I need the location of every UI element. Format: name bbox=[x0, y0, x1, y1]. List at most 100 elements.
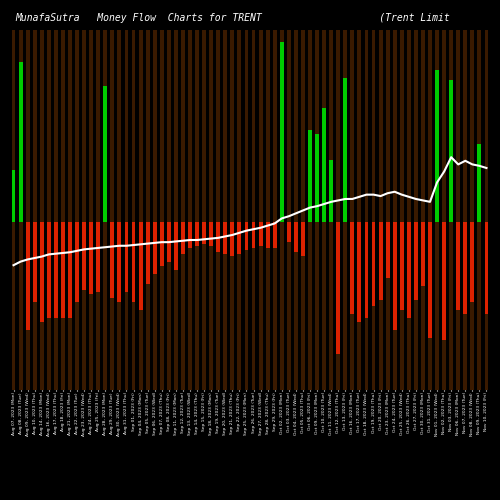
Bar bbox=[18, 62, 22, 222]
Bar bbox=[153, 222, 156, 274]
Bar bbox=[470, 30, 474, 222]
Text: MunafaSutra   Money Flow  Charts for TRENT                    (Trent Limit: MunafaSutra Money Flow Charts for TRENT … bbox=[15, 13, 450, 23]
Bar bbox=[364, 222, 368, 390]
Bar bbox=[336, 222, 340, 390]
Bar bbox=[308, 30, 312, 222]
Bar bbox=[124, 222, 128, 390]
Bar bbox=[124, 222, 128, 292]
Bar bbox=[364, 222, 368, 318]
Bar bbox=[428, 222, 432, 390]
Bar bbox=[96, 30, 100, 222]
Bar bbox=[18, 30, 22, 222]
Bar bbox=[329, 222, 333, 390]
Bar bbox=[470, 222, 474, 390]
Bar bbox=[372, 222, 376, 390]
Bar bbox=[258, 222, 262, 246]
Bar bbox=[378, 222, 382, 390]
Bar bbox=[174, 222, 178, 270]
Bar bbox=[68, 30, 72, 222]
Bar bbox=[358, 30, 362, 222]
Bar bbox=[132, 30, 136, 222]
Bar bbox=[435, 70, 439, 222]
Bar bbox=[188, 222, 192, 390]
Bar bbox=[294, 222, 298, 252]
Bar bbox=[308, 222, 312, 390]
Bar bbox=[308, 130, 312, 222]
Bar bbox=[238, 222, 242, 254]
Bar bbox=[372, 222, 376, 306]
Bar bbox=[449, 222, 453, 390]
Bar bbox=[266, 222, 270, 248]
Bar bbox=[294, 30, 298, 222]
Bar bbox=[174, 222, 178, 390]
Bar bbox=[181, 222, 185, 254]
Bar bbox=[273, 222, 276, 248]
Bar bbox=[322, 222, 326, 390]
Bar bbox=[124, 30, 128, 222]
Bar bbox=[167, 222, 171, 390]
Bar bbox=[386, 222, 390, 390]
Bar bbox=[224, 30, 227, 222]
Bar bbox=[244, 30, 248, 222]
Bar bbox=[230, 222, 234, 390]
Bar bbox=[47, 222, 51, 390]
Bar bbox=[181, 222, 185, 390]
Bar bbox=[386, 222, 390, 278]
Bar bbox=[464, 222, 467, 390]
Bar bbox=[336, 30, 340, 222]
Bar bbox=[273, 30, 276, 222]
Bar bbox=[393, 222, 396, 390]
Bar bbox=[407, 30, 411, 222]
Bar bbox=[82, 30, 86, 222]
Bar bbox=[209, 222, 213, 390]
Bar bbox=[224, 222, 227, 254]
Bar bbox=[378, 222, 382, 300]
Bar bbox=[414, 30, 418, 222]
Bar bbox=[484, 30, 488, 222]
Bar bbox=[393, 30, 396, 222]
Bar bbox=[104, 30, 107, 222]
Bar bbox=[428, 222, 432, 338]
Bar bbox=[181, 30, 185, 222]
Bar bbox=[230, 30, 234, 222]
Bar bbox=[146, 222, 150, 284]
Bar bbox=[287, 222, 291, 390]
Bar bbox=[209, 30, 213, 222]
Bar bbox=[393, 222, 396, 330]
Bar bbox=[442, 222, 446, 390]
Bar bbox=[230, 222, 234, 256]
Bar bbox=[400, 30, 404, 222]
Bar bbox=[344, 78, 347, 222]
Bar bbox=[350, 222, 354, 314]
Bar bbox=[26, 30, 30, 222]
Bar bbox=[238, 30, 242, 222]
Bar bbox=[273, 222, 276, 390]
Bar bbox=[456, 222, 460, 390]
Bar bbox=[12, 170, 16, 222]
Bar bbox=[252, 30, 256, 222]
Bar bbox=[470, 222, 474, 302]
Bar bbox=[89, 222, 93, 390]
Bar bbox=[47, 30, 51, 222]
Bar bbox=[202, 30, 206, 222]
Bar bbox=[40, 222, 43, 322]
Bar bbox=[322, 30, 326, 222]
Bar bbox=[153, 222, 156, 390]
Bar bbox=[202, 222, 206, 390]
Bar bbox=[104, 222, 107, 390]
Bar bbox=[266, 30, 270, 222]
Bar bbox=[153, 30, 156, 222]
Bar bbox=[428, 30, 432, 222]
Bar bbox=[138, 222, 142, 390]
Bar bbox=[350, 222, 354, 390]
Bar bbox=[18, 222, 22, 390]
Bar bbox=[216, 222, 220, 252]
Bar bbox=[252, 222, 256, 248]
Bar bbox=[358, 222, 362, 322]
Bar bbox=[118, 222, 122, 302]
Bar bbox=[464, 222, 467, 314]
Bar bbox=[26, 222, 30, 330]
Bar bbox=[174, 30, 178, 222]
Bar bbox=[478, 144, 482, 222]
Bar bbox=[258, 222, 262, 390]
